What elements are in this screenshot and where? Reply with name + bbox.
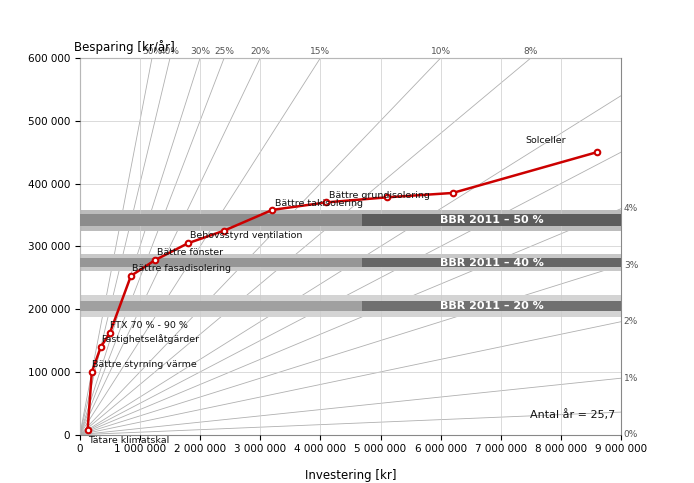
Text: FTX 70 % - 90 %: FTX 70 % - 90 % (110, 321, 188, 330)
Bar (80, 254, 621, 271)
Text: 8%: 8% (524, 47, 538, 56)
Text: BBR 2011 – 20 %: BBR 2011 – 20 % (440, 301, 543, 311)
Text: Investering [kr]: Investering [kr] (305, 469, 396, 482)
Text: 15%: 15% (310, 47, 330, 56)
Text: Bättre styrning värme: Bättre styrning värme (92, 360, 197, 369)
Text: 40%: 40% (160, 47, 180, 56)
Text: 2%: 2% (624, 317, 638, 326)
Bar (362, 301, 621, 311)
Text: 20%: 20% (251, 47, 270, 56)
Text: 1%: 1% (624, 374, 638, 383)
Bar (362, 214, 621, 226)
Bar (80, 301, 621, 311)
Text: Bättre takisolering: Bättre takisolering (275, 199, 363, 208)
Text: BBR 2011 – 40 %: BBR 2011 – 40 % (440, 257, 544, 268)
Text: Fastighetselåtgärder: Fastighetselåtgärder (101, 334, 199, 344)
Bar (362, 258, 621, 267)
Text: Antal år = 25,7: Antal år = 25,7 (530, 409, 616, 420)
Text: Bättre fasadisolering: Bättre fasadisolering (132, 264, 230, 273)
Text: Bättre grundisolering: Bättre grundisolering (330, 191, 430, 200)
Text: 50%: 50% (142, 47, 162, 56)
Bar (80, 258, 621, 267)
Text: 10%: 10% (431, 47, 450, 56)
Bar (80, 210, 621, 230)
Text: 25%: 25% (214, 47, 234, 56)
Text: 4%: 4% (624, 204, 638, 213)
Text: Behovsstyrd ventilation: Behovsstyrd ventilation (190, 231, 303, 240)
Text: Tätare klimatskal: Tätare klimatskal (88, 436, 169, 445)
Text: Besparing [kr/år]: Besparing [kr/år] (74, 40, 175, 54)
Text: Bättre fönster: Bättre fönster (157, 248, 223, 257)
Text: BBR 2011 – 50 %: BBR 2011 – 50 % (440, 215, 543, 225)
Text: Solceller: Solceller (525, 136, 566, 144)
Text: 30%: 30% (190, 47, 210, 56)
Bar (80, 214, 621, 226)
Text: 0%: 0% (624, 430, 638, 439)
Text: 3%: 3% (624, 261, 638, 270)
Bar (80, 295, 621, 317)
